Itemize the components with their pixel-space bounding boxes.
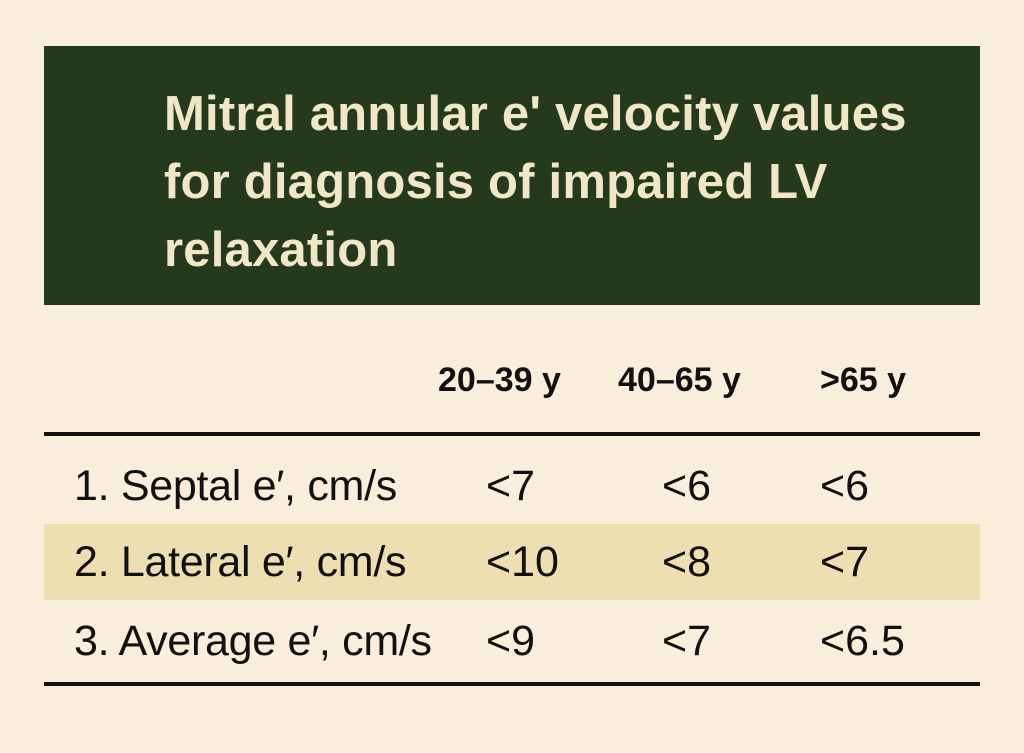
cell-lateral-20-39: <10 (486, 538, 559, 586)
table-row-lateral: 2. Lateral e′, cm/s <10 <8 <7 (44, 524, 980, 600)
title-banner: Mitral annular e' velocity values for di… (44, 46, 980, 305)
column-header-20-39: 20–39 y (438, 361, 561, 399)
cell-septal-20-39: <7 (486, 462, 536, 510)
cell-lateral-over-65: <7 (820, 538, 870, 586)
cell-average-20-39: <9 (486, 617, 536, 665)
table-top-rule (44, 432, 980, 436)
cell-septal-over-65: <6 (820, 462, 870, 510)
row-label-lateral: 2. Lateral e′, cm/s (74, 538, 407, 586)
cell-average-over-65: <6.5 (820, 617, 905, 665)
column-header-40-65: 40–65 y (618, 361, 741, 399)
column-header-over-65: >65 y (820, 361, 907, 399)
table-bottom-rule (44, 682, 980, 686)
cell-average-40-65: <7 (662, 617, 712, 665)
table-row-septal: 1. Septal e′, cm/s <7 <6 <6 (44, 448, 980, 524)
row-label-septal: 1. Septal e′, cm/s (74, 462, 397, 510)
table-row-average: 3. Average e′, cm/s <9 <7 <6.5 (44, 603, 980, 679)
cell-lateral-40-65: <8 (662, 538, 712, 586)
table-header: 20–39 y 40–65 y >65 y (44, 350, 980, 410)
row-label-average: 3. Average e′, cm/s (74, 617, 432, 665)
page-title: Mitral annular e' velocity values for di… (164, 87, 907, 277)
cell-septal-40-65: <6 (662, 462, 712, 510)
